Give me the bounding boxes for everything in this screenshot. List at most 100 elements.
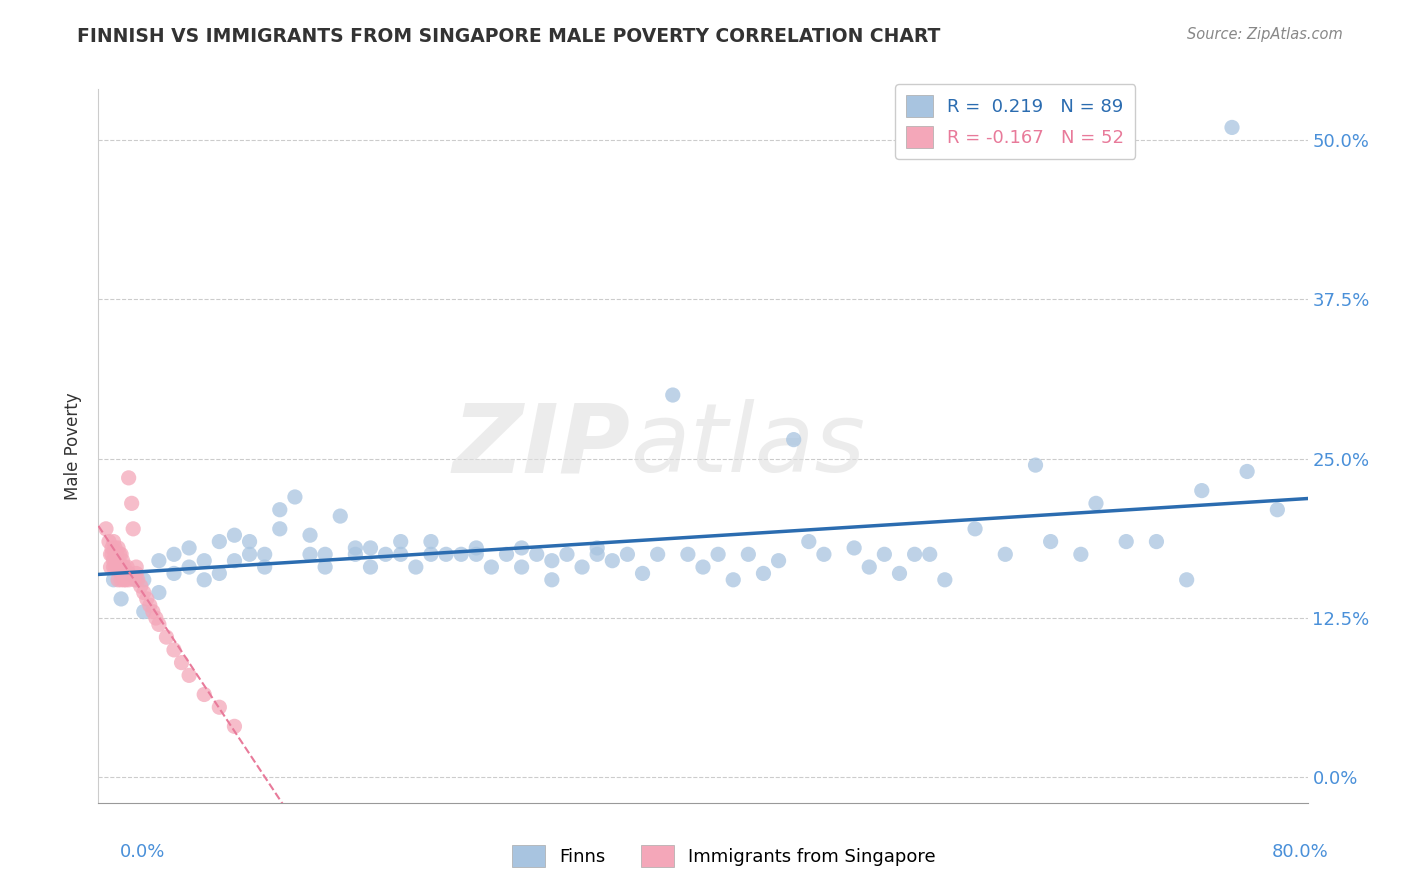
Point — [284, 490, 307, 504]
Point — [148, 554, 170, 568]
Point — [540, 554, 562, 568]
Text: 0.0%: 0.0% — [120, 843, 165, 861]
Point — [110, 547, 132, 561]
Point — [253, 547, 276, 561]
Point — [465, 547, 488, 561]
Point — [224, 719, 246, 733]
Point — [904, 547, 927, 561]
Point — [108, 547, 131, 561]
Point — [934, 573, 956, 587]
Point — [118, 471, 141, 485]
Point — [208, 566, 231, 581]
Point — [145, 611, 167, 625]
Text: Source: ZipAtlas.com: Source: ZipAtlas.com — [1187, 27, 1343, 42]
Point — [108, 560, 131, 574]
Point — [586, 547, 609, 561]
Point — [132, 573, 155, 587]
Point — [98, 534, 121, 549]
Point — [114, 573, 136, 587]
Point — [661, 388, 683, 402]
Point — [994, 547, 1017, 561]
Point — [647, 547, 669, 561]
Point — [193, 573, 215, 587]
Point — [965, 522, 987, 536]
Point — [707, 547, 730, 561]
Legend: Finns, Immigrants from Singapore: Finns, Immigrants from Singapore — [505, 838, 943, 874]
Point — [107, 541, 129, 555]
Point — [481, 560, 503, 574]
Point — [163, 566, 186, 581]
Point — [179, 668, 201, 682]
Point — [163, 643, 186, 657]
Point — [1191, 483, 1213, 498]
Point — [112, 573, 135, 587]
Point — [135, 591, 157, 606]
Point — [768, 554, 790, 568]
Point — [344, 547, 367, 561]
Point — [314, 560, 336, 574]
Point — [918, 547, 941, 561]
Point — [420, 534, 443, 549]
Point — [631, 566, 654, 581]
Point — [110, 573, 132, 587]
Y-axis label: Male Poverty: Male Poverty — [65, 392, 83, 500]
Point — [193, 554, 215, 568]
Point — [224, 528, 246, 542]
Point — [115, 560, 138, 574]
Point — [752, 566, 775, 581]
Point — [101, 547, 124, 561]
Point — [125, 566, 148, 581]
Point — [103, 560, 125, 574]
Point — [405, 560, 427, 574]
Point — [737, 547, 759, 561]
Point — [100, 547, 122, 561]
Point — [239, 547, 262, 561]
Point — [208, 700, 231, 714]
Point — [125, 560, 148, 574]
Text: FINNISH VS IMMIGRANTS FROM SINGAPORE MALE POVERTY CORRELATION CHART: FINNISH VS IMMIGRANTS FROM SINGAPORE MAL… — [77, 27, 941, 45]
Point — [112, 560, 135, 574]
Point — [692, 560, 714, 574]
Point — [104, 560, 127, 574]
Point — [389, 547, 412, 561]
Point — [110, 566, 132, 581]
Point — [389, 534, 412, 549]
Point — [813, 547, 835, 561]
Point — [179, 560, 201, 574]
Point — [111, 554, 134, 568]
Point — [676, 547, 699, 561]
Point — [555, 547, 578, 561]
Point — [94, 522, 117, 536]
Point — [105, 547, 128, 561]
Point — [1115, 534, 1137, 549]
Point — [1220, 120, 1243, 135]
Point — [118, 566, 141, 581]
Point — [586, 541, 609, 555]
Point — [1267, 502, 1289, 516]
Point — [118, 573, 141, 587]
Point — [100, 560, 122, 574]
Point — [571, 560, 593, 574]
Point — [797, 534, 820, 549]
Point — [510, 560, 533, 574]
Point — [450, 547, 472, 561]
Point — [124, 573, 146, 587]
Point — [121, 496, 143, 510]
Point — [132, 585, 155, 599]
Point — [434, 547, 457, 561]
Point — [101, 541, 124, 555]
Point — [783, 433, 806, 447]
Point — [104, 547, 127, 561]
Point — [127, 573, 149, 587]
Point — [540, 573, 562, 587]
Point — [374, 547, 396, 561]
Point — [132, 605, 155, 619]
Point — [104, 541, 127, 555]
Point — [420, 547, 443, 561]
Point — [103, 534, 125, 549]
Legend: R =  0.219   N = 89, R = -0.167   N = 52: R = 0.219 N = 89, R = -0.167 N = 52 — [896, 84, 1135, 159]
Point — [125, 573, 148, 587]
Point — [360, 541, 382, 555]
Point — [602, 554, 624, 568]
Point — [239, 534, 262, 549]
